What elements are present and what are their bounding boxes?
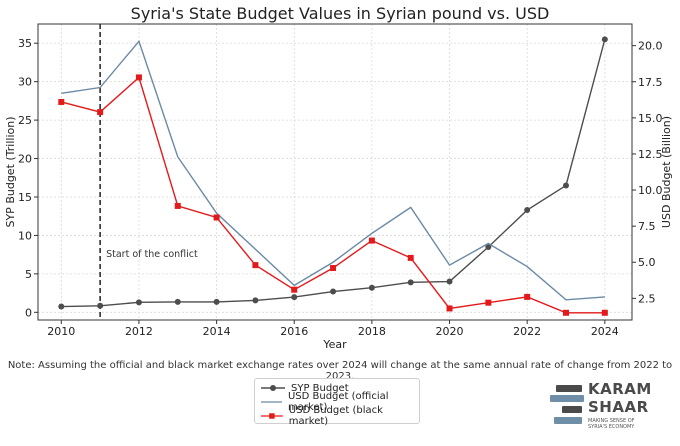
logo-line2: SHAAR: [588, 398, 649, 416]
y-right-tick-label: 15.0: [638, 112, 663, 125]
data-point: [174, 298, 181, 305]
x-tick-label: 2010: [47, 325, 75, 338]
y-left-tick-label: 20: [18, 153, 32, 166]
data-point: [524, 207, 531, 214]
y-left-tick-label: 5: [25, 268, 32, 281]
chart-title: Syria's State Budget Values in Syrian po…: [130, 4, 550, 23]
data-point: [407, 254, 414, 261]
legend-swatch-usd-black: [261, 413, 283, 419]
plot-frame: [37, 23, 633, 321]
data-point: [446, 305, 453, 312]
x-tick-label: 2012: [125, 325, 153, 338]
data-point: [524, 293, 531, 300]
data-point: [446, 278, 453, 285]
legend-label: USD Budget (black market): [288, 405, 383, 427]
data-point: [563, 309, 569, 316]
data-point: [330, 265, 337, 272]
data-point: [213, 298, 220, 305]
x-tick-label: 2014: [203, 325, 231, 338]
series-line: [61, 76, 605, 314]
logo-line1: KARAM: [588, 380, 652, 398]
legend-item: USD Budget (black market): [261, 405, 413, 427]
y-left-tick-label: 15: [18, 191, 32, 204]
data-point: [174, 202, 181, 209]
conflict-annotation: Start of the conflict: [106, 249, 198, 260]
logo-tagline: MAKING SENSE OF SYRIA'S ECONOMY: [588, 418, 635, 430]
y-right-tick-label: 5.0: [638, 256, 656, 269]
data-point: [330, 288, 337, 295]
y-right-tick-label: 7.5: [638, 220, 656, 233]
x-tick-label: 2022: [513, 325, 541, 338]
data-point: [252, 262, 259, 269]
logo-bar: [562, 406, 582, 413]
grid: [38, 24, 632, 320]
y-right-tick-label: 2.5: [638, 292, 656, 305]
legend-item: USD Budget (official market): [261, 391, 413, 413]
data-point: [485, 299, 492, 306]
data-point: [97, 302, 104, 309]
logo-bar: [554, 417, 582, 424]
logo-bar: [550, 395, 584, 402]
y-left-axis-label: SYP Budget (Trillion): [4, 116, 17, 227]
x-tick-label: 2020: [436, 325, 464, 338]
legend-swatch-syp: [261, 385, 285, 391]
legend: SYP Budget USD Budget (official market) …: [254, 378, 420, 427]
legend-label: SYP Budget: [291, 382, 349, 394]
y-right-axis-label: USD Budget (Billion): [660, 116, 673, 228]
data-point: [368, 284, 375, 291]
y-right-tick-label: 12.5: [638, 148, 663, 161]
legend-item: SYP Budget: [261, 381, 413, 395]
data-point: [563, 182, 569, 189]
data-point: [135, 74, 142, 81]
x-tick-label: 2018: [358, 325, 386, 338]
legend-swatch-usd-official: [261, 401, 282, 403]
x-tick-label: 2016: [280, 325, 308, 338]
data-point: [368, 237, 375, 244]
data-point: [58, 303, 65, 310]
y-left-tick-label: 35: [18, 37, 32, 50]
axis-labels: Year SYP Budget (Trillion) USD Budget (Bil…: [4, 116, 673, 350]
data-point: [291, 294, 298, 301]
data-point: [213, 214, 220, 221]
y-right-tick-label: 17.5: [638, 76, 663, 89]
data-point: [407, 279, 414, 286]
y-left-tick-label: 30: [18, 76, 32, 89]
x-tick-label: 2024: [591, 325, 619, 338]
y-right-tick-label: 20.0: [638, 40, 663, 53]
legend-label: USD Budget (official market): [287, 391, 389, 413]
y-left-tick-label: 0: [25, 306, 32, 319]
data-point: [135, 299, 142, 306]
series-line: [61, 39, 605, 301]
data-point: [58, 98, 65, 105]
data-point: [485, 243, 492, 250]
data-point: [601, 309, 608, 316]
brand-logo: KARAM SHAAR MAKING SENSE OF SYRIA'S ECON…: [550, 380, 660, 432]
chart: Start of the conflict 2010 2012 2014 2016 20…: [4, 23, 673, 350]
y-right-tick-label: 10.0: [638, 184, 663, 197]
data-point: [291, 286, 298, 293]
data-point: [97, 109, 104, 116]
y-left-tick-label: 10: [18, 229, 32, 242]
note-text: Note: Assuming the official and black ma…: [7, 360, 673, 382]
y-left-tick-label: 25: [18, 114, 32, 127]
ticks-layer: 2010 2012 2014 2016 2018 2020 2022 2024 0 5 10 15 20…: [18, 37, 663, 338]
series-layer: Start of the conflict: [58, 24, 608, 320]
data-point: [252, 297, 259, 304]
x-axis-label: Year: [322, 338, 347, 350]
data-point: [601, 36, 608, 43]
logo-bar: [556, 385, 582, 392]
